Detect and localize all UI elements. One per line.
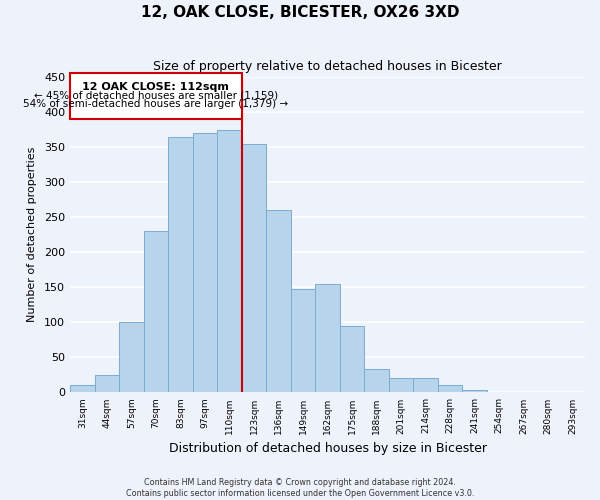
Bar	[242, 144, 266, 392]
Text: ← 45% of detached houses are smaller (1,159): ← 45% of detached houses are smaller (1,…	[34, 91, 278, 101]
Bar	[389, 378, 413, 392]
Bar	[291, 290, 315, 393]
Bar	[95, 375, 119, 392]
Bar	[413, 378, 438, 392]
Bar	[364, 370, 389, 392]
FancyBboxPatch shape	[70, 74, 242, 119]
Text: 54% of semi-detached houses are larger (1,379) →: 54% of semi-detached houses are larger (…	[23, 100, 289, 110]
Y-axis label: Number of detached properties: Number of detached properties	[27, 147, 37, 322]
Title: Size of property relative to detached houses in Bicester: Size of property relative to detached ho…	[153, 60, 502, 73]
Bar	[266, 210, 291, 392]
Bar	[315, 284, 340, 393]
Bar	[168, 136, 193, 392]
Bar	[438, 386, 463, 392]
Text: Contains HM Land Registry data © Crown copyright and database right 2024.
Contai: Contains HM Land Registry data © Crown c…	[126, 478, 474, 498]
Bar	[193, 133, 217, 392]
Bar	[70, 386, 95, 392]
Bar	[340, 326, 364, 392]
Bar	[119, 322, 143, 392]
Text: 12, OAK CLOSE, BICESTER, OX26 3XD: 12, OAK CLOSE, BICESTER, OX26 3XD	[141, 5, 459, 20]
Text: 12 OAK CLOSE: 112sqm: 12 OAK CLOSE: 112sqm	[82, 82, 229, 92]
X-axis label: Distribution of detached houses by size in Bicester: Distribution of detached houses by size …	[169, 442, 487, 455]
Bar	[143, 231, 168, 392]
Bar	[217, 130, 242, 392]
Bar	[463, 390, 487, 392]
